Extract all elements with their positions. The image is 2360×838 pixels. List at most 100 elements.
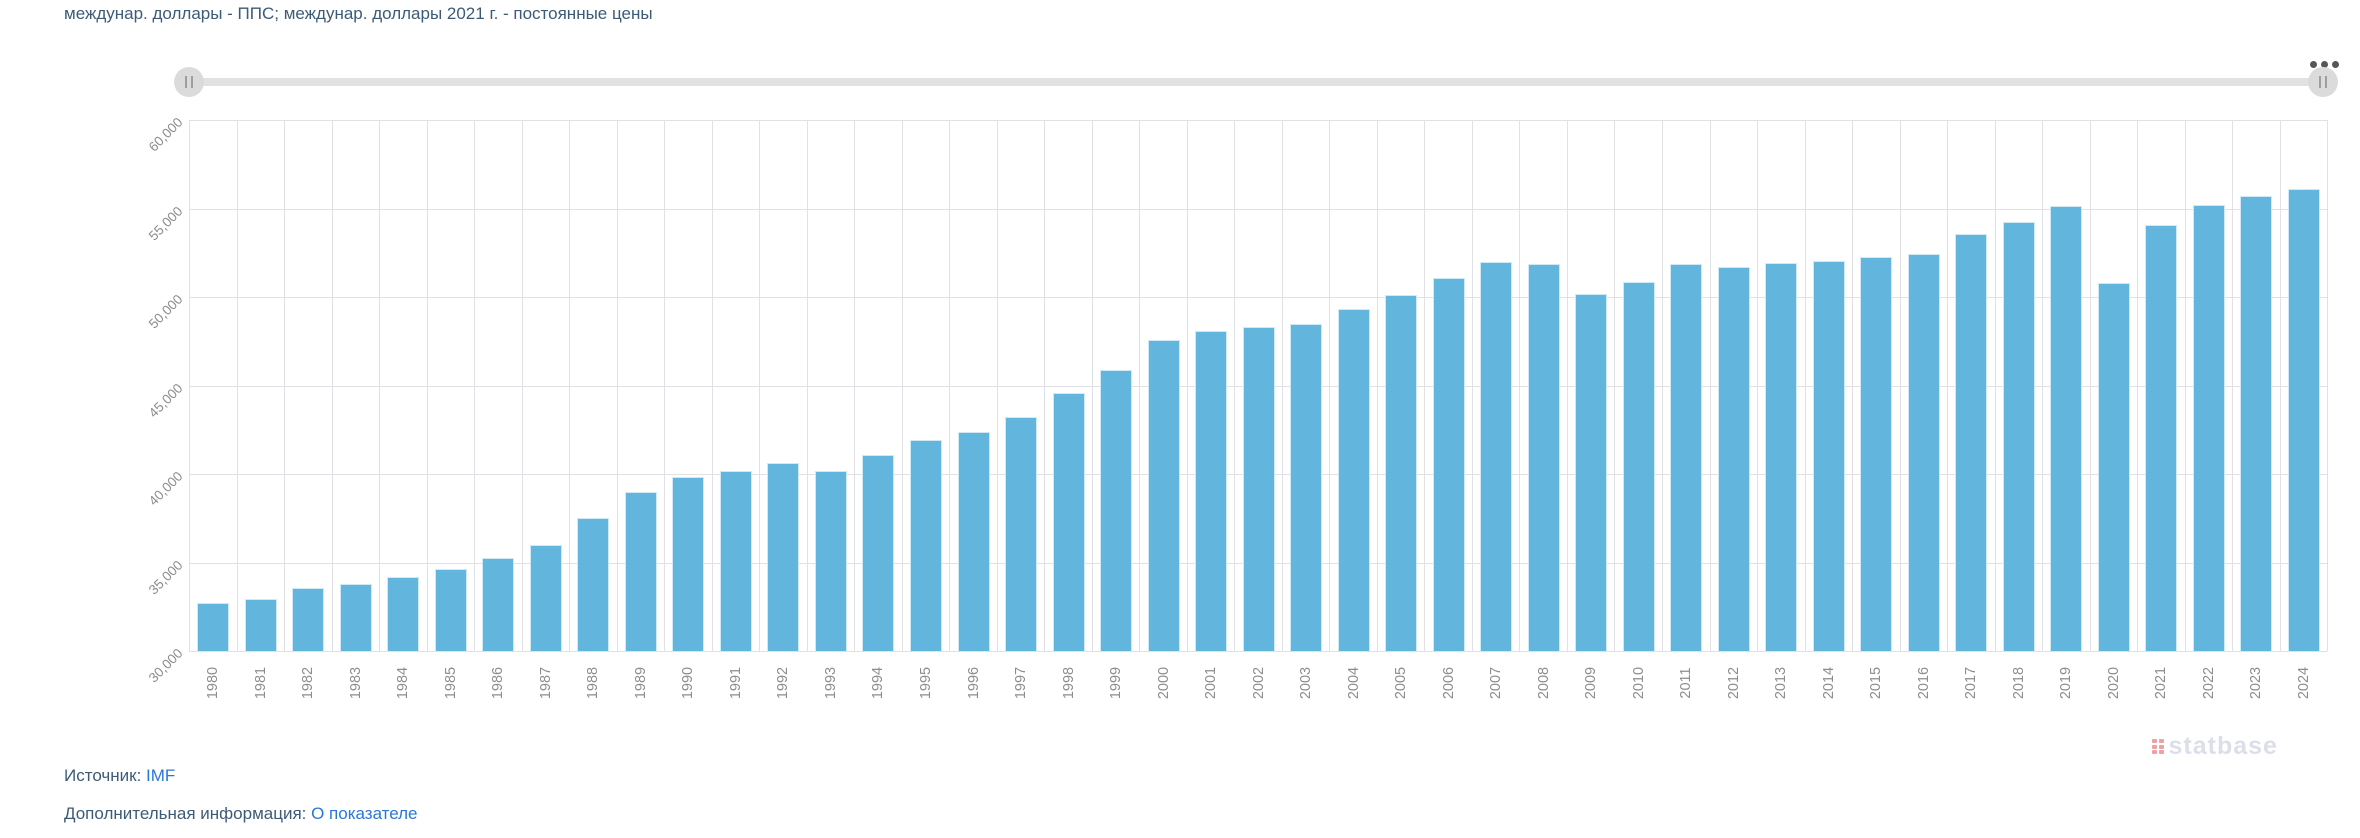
bar-2004[interactable] xyxy=(1337,308,1370,651)
bar-2002[interactable] xyxy=(1242,327,1275,651)
drag-grip-icon xyxy=(2319,76,2321,88)
drag-grip-icon xyxy=(2325,76,2327,88)
bar-cell: 1997 xyxy=(996,120,1045,699)
bar-cell: 2014 xyxy=(1804,120,1853,699)
bar-2018[interactable] xyxy=(2002,221,2035,651)
bar-2015[interactable] xyxy=(1860,257,1893,651)
bar-1999[interactable] xyxy=(1100,369,1133,651)
bar-cell: 1998 xyxy=(1044,120,1092,699)
bar-2005[interactable] xyxy=(1385,295,1418,651)
bar-1995[interactable] xyxy=(909,440,942,651)
bar-2007[interactable] xyxy=(1480,261,1513,651)
watermark-text: statbase xyxy=(2168,732,2278,760)
bar-cell: 2015 xyxy=(1852,120,1900,699)
bar-1994[interactable] xyxy=(862,455,895,651)
bar-1982[interactable] xyxy=(292,588,325,651)
bar-1983[interactable] xyxy=(339,583,372,651)
bar-cell: 2002 xyxy=(1234,120,1282,699)
bar-2023[interactable] xyxy=(2240,196,2273,651)
bar-cell: 1986 xyxy=(474,120,522,699)
bar-2013[interactable] xyxy=(1765,262,1798,651)
bar-cell: 2016 xyxy=(1899,120,1948,699)
bar-2006[interactable] xyxy=(1432,278,1465,651)
bar-cell: 1994 xyxy=(854,120,902,699)
bar-1981[interactable] xyxy=(244,598,277,651)
bar-1980[interactable] xyxy=(197,603,230,651)
bar-cell: 2024 xyxy=(2279,120,2328,699)
bar-cell: 1992 xyxy=(759,120,807,699)
bar-2010[interactable] xyxy=(1622,282,1655,651)
options-menu-button[interactable] xyxy=(2306,56,2342,72)
slider-handle-right[interactable] xyxy=(2308,67,2338,97)
bar-cell: 1981 xyxy=(236,120,285,699)
source-label: Источник: xyxy=(64,766,147,785)
bar-1986[interactable] xyxy=(482,558,515,651)
bar-1987[interactable] xyxy=(529,544,562,651)
bar-1993[interactable] xyxy=(814,470,847,651)
bar-series: 1980 1981 1982 1983 1984 1985 1986 1987 1988 1989… xyxy=(189,120,2328,699)
bar-1996[interactable] xyxy=(957,432,990,651)
bar-2016[interactable] xyxy=(1907,253,1940,651)
bar-cell: 2012 xyxy=(1709,120,1758,699)
bar-2014[interactable] xyxy=(1812,260,1845,651)
bar-cell: 1995 xyxy=(901,120,950,699)
gridline xyxy=(189,120,2327,121)
bar-2008[interactable] xyxy=(1527,264,1560,651)
bar-cell: 2007 xyxy=(1471,120,1520,699)
bar-cell: 2008 xyxy=(1519,120,1567,699)
slider-track[interactable] xyxy=(198,78,2314,86)
bar-2003[interactable] xyxy=(1290,323,1323,651)
bar-2017[interactable] xyxy=(1955,234,1988,651)
bar-1991[interactable] xyxy=(719,470,752,651)
info-label: Дополнительная информация: xyxy=(64,804,312,823)
drag-grip-icon xyxy=(185,76,187,88)
info-link[interactable]: О показателе xyxy=(311,804,418,823)
bar-cell: 1983 xyxy=(331,120,380,699)
bar-1989[interactable] xyxy=(624,491,657,651)
bar-cell: 2000 xyxy=(1139,120,1187,699)
bar-1990[interactable] xyxy=(672,476,705,651)
bar-cell: 1980 xyxy=(189,120,237,699)
bar-cell: 1989 xyxy=(616,120,665,699)
bar-2021[interactable] xyxy=(2145,225,2178,651)
bar-1988[interactable] xyxy=(577,518,610,651)
info-line: Дополнительная информация: О показателе xyxy=(64,804,418,824)
bar-cell: 2010 xyxy=(1614,120,1662,699)
bar-2019[interactable] xyxy=(2050,205,2083,651)
bar-cell: 2011 xyxy=(1661,120,1710,699)
bar-2000[interactable] xyxy=(1147,339,1180,651)
bar-cell: 2023 xyxy=(2232,120,2280,699)
source-link[interactable]: IMF xyxy=(146,766,176,785)
bar-cell: 2006 xyxy=(1424,120,1472,699)
menu-dot-icon xyxy=(2309,60,2317,68)
bar-2009[interactable] xyxy=(1575,294,1608,651)
chart-title: междунар. доллары - ППС; междунар. долла… xyxy=(64,4,653,23)
bar-1992[interactable] xyxy=(767,463,800,651)
bar-2011[interactable] xyxy=(1670,264,1703,651)
bar-2012[interactable] xyxy=(1717,266,1750,651)
gridline xyxy=(189,297,2327,298)
bar-cell: 1996 xyxy=(949,120,997,699)
bar-cell: 2004 xyxy=(1329,120,1377,699)
bar-2022[interactable] xyxy=(2192,205,2225,651)
bar-cell: 1985 xyxy=(426,120,475,699)
bar-cell: 1988 xyxy=(569,120,617,699)
bar-2001[interactable] xyxy=(1195,330,1228,651)
bar-cell: 2001 xyxy=(1186,120,1235,699)
bar-1997[interactable] xyxy=(1005,416,1038,651)
gridline xyxy=(189,208,2327,210)
bar-1985[interactable] xyxy=(434,568,467,651)
bar-1998[interactable] xyxy=(1052,392,1085,651)
bar-cell: 1982 xyxy=(284,120,332,699)
bar-1984[interactable] xyxy=(387,576,420,651)
bar-cell: 1991 xyxy=(711,120,760,699)
source-line: Источник: IMF xyxy=(64,766,175,786)
range-slider[interactable] xyxy=(170,62,2342,102)
menu-dot-icon xyxy=(2331,60,2339,68)
bar-2024[interactable] xyxy=(2287,189,2320,651)
slider-handle-left[interactable] xyxy=(174,67,204,97)
bar-cell: 1993 xyxy=(806,120,855,699)
bar-2020[interactable] xyxy=(2097,282,2130,651)
bar-cell: 2013 xyxy=(1757,120,1805,699)
bar-cell: 1984 xyxy=(379,120,427,699)
